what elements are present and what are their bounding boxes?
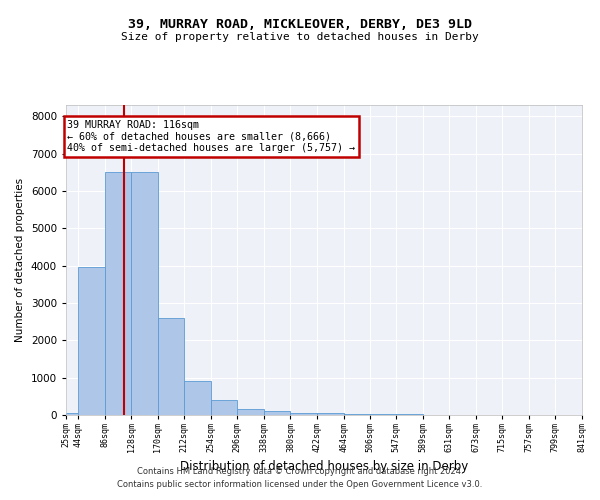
- Text: 39, MURRAY ROAD, MICKLEOVER, DERBY, DE3 9LD: 39, MURRAY ROAD, MICKLEOVER, DERBY, DE3 …: [128, 18, 472, 30]
- Bar: [317, 413, 344, 415]
- Text: Contains HM Land Registry data © Crown copyright and database right 2024.: Contains HM Land Registry data © Crown c…: [137, 467, 463, 476]
- Bar: [104, 172, 131, 415]
- Bar: [158, 318, 184, 415]
- Bar: [184, 382, 211, 415]
- Bar: [264, 412, 290, 415]
- Bar: [290, 413, 317, 415]
- Bar: [370, 414, 396, 415]
- Bar: [131, 172, 158, 415]
- Y-axis label: Number of detached properties: Number of detached properties: [15, 178, 25, 342]
- Text: Size of property relative to detached houses in Derby: Size of property relative to detached ho…: [121, 32, 479, 42]
- X-axis label: Distribution of detached houses by size in Derby: Distribution of detached houses by size …: [180, 460, 468, 473]
- Bar: [344, 414, 370, 415]
- Text: 39 MURRAY ROAD: 116sqm
← 60% of detached houses are smaller (8,666)
40% of semi-: 39 MURRAY ROAD: 116sqm ← 60% of detached…: [67, 120, 355, 153]
- Text: Contains public sector information licensed under the Open Government Licence v3: Contains public sector information licen…: [118, 480, 482, 489]
- Bar: [396, 414, 422, 415]
- Bar: [211, 400, 238, 415]
- Bar: [66, 413, 78, 415]
- Bar: [78, 268, 104, 415]
- Bar: [238, 410, 264, 415]
